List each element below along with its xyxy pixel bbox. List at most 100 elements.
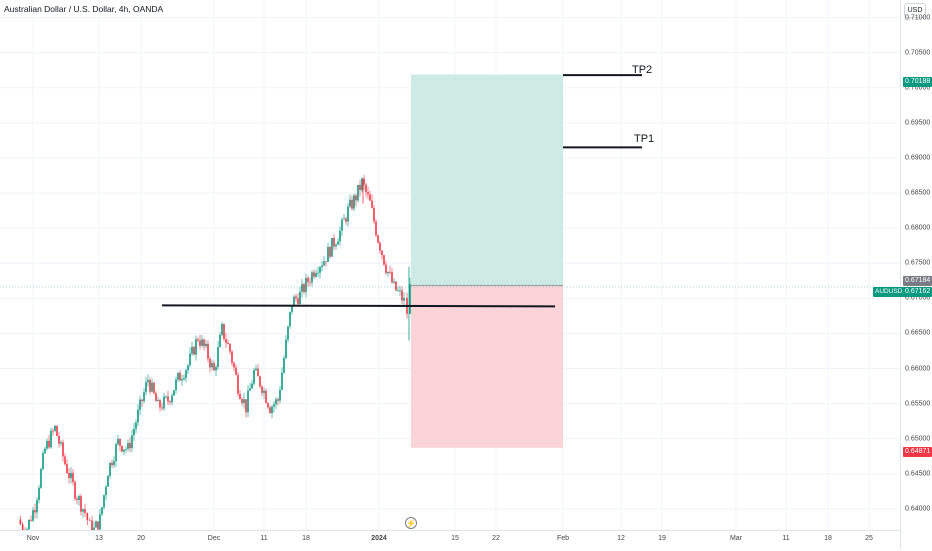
profit-zone: [411, 74, 563, 286]
price-tick: 0.66000: [905, 365, 931, 373]
candle-body: [385, 264, 387, 274]
candle-body: [247, 390, 249, 413]
candle-body: [309, 282, 311, 283]
candle-body: [251, 383, 253, 389]
candle-body: [289, 311, 291, 327]
time-tick: 11: [782, 535, 790, 542]
candle-body: [369, 194, 371, 201]
candle-body: [339, 230, 341, 242]
candle-body: [267, 402, 269, 408]
candle-body: [133, 428, 135, 436]
candle-body: [239, 393, 241, 400]
candle-body: [149, 379, 151, 392]
candle-body: [315, 273, 317, 277]
tp2-label: TP2: [632, 64, 653, 76]
time-tick: Feb: [556, 535, 570, 542]
currency-selector[interactable]: USD: [904, 3, 926, 18]
candle-body: [141, 399, 143, 402]
drawing-lines[interactable]: [161, 74, 642, 308]
candle-body: [223, 323, 225, 340]
candle-body: [119, 438, 121, 446]
candle-body: [379, 242, 381, 251]
candle-body: [227, 342, 229, 344]
candle-body: [323, 261, 325, 266]
price-tick: 0.71000: [905, 14, 931, 22]
candle-body: [137, 409, 139, 423]
time-tick: 25: [865, 535, 873, 542]
candle-body: [293, 296, 295, 306]
candle-body: [68, 472, 70, 479]
candle-body: [199, 340, 201, 346]
candle-body: [395, 281, 397, 291]
candle-body: [56, 425, 58, 436]
candle-body: [211, 363, 213, 368]
candle-body: [129, 443, 131, 449]
price-scale[interactable]: [900, 0, 932, 550]
candle-body: [197, 339, 199, 341]
candle-body: [74, 481, 76, 499]
candle-body: [283, 358, 285, 373]
candle-body: [303, 284, 305, 293]
candle-body: [217, 347, 219, 368]
candle-body: [101, 507, 103, 515]
candle-body: [297, 298, 299, 305]
candle-body: [231, 351, 233, 363]
candle-body: [359, 184, 361, 191]
candle-body: [155, 393, 157, 402]
tp1-label: TP1: [634, 133, 655, 145]
candle-body: [259, 376, 261, 387]
candle-body: [265, 390, 267, 403]
price-tick: 0.64500: [905, 470, 931, 478]
candle-body: [273, 404, 275, 407]
candle-body: [165, 396, 167, 398]
lightning-icon[interactable]: ⚡: [405, 517, 417, 529]
candle-body: [221, 323, 223, 335]
candle-body: [331, 237, 333, 257]
candle-body: [66, 464, 68, 473]
candle-body: [99, 514, 101, 530]
price-tick: 0.70000: [905, 84, 931, 92]
candle-body: [50, 430, 52, 448]
price-tick: 0.67500: [905, 259, 931, 267]
candle-body: [42, 453, 44, 470]
stop-price-badge: 0.64871: [903, 447, 932, 457]
candle-body: [205, 343, 207, 347]
chart-area[interactable]: Australian Dollar / U.S. Dollar, 4h, OAN…: [0, 0, 900, 530]
candle-body: [91, 520, 93, 530]
candle-body: [161, 407, 163, 409]
candle-body: [397, 290, 399, 292]
candle-body: [327, 247, 329, 262]
candle-body: [179, 372, 181, 381]
candle-body: [337, 241, 339, 245]
price-tick: 0.65000: [905, 435, 931, 443]
candle-body: [365, 184, 367, 193]
candle-body: [403, 297, 405, 301]
time-tick: Dec: [207, 535, 221, 542]
candle-body: [159, 400, 161, 408]
candle-body: [355, 195, 357, 201]
price-tick: 0.68500: [905, 189, 931, 197]
candle-body: [97, 521, 99, 530]
price-tick: 0.70500: [905, 49, 931, 57]
candle-body: [163, 396, 165, 409]
candle-body: [301, 284, 303, 292]
candle-body: [169, 401, 171, 403]
long-position-tool[interactable]: [0, 74, 900, 448]
time-scale[interactable]: [0, 530, 900, 551]
price-chart[interactable]: [0, 0, 900, 530]
candle-body: [261, 386, 263, 393]
candle-body: [275, 399, 277, 405]
symbol-badge: AUDUSD: [873, 287, 905, 297]
candle-body: [183, 377, 185, 380]
candle-body: [193, 346, 195, 355]
candle-body: [299, 291, 301, 305]
candle-body: [19, 519, 22, 525]
candle-body: [40, 469, 42, 488]
candle-body: [78, 496, 80, 501]
candle-body: [38, 487, 40, 501]
time-tick: 2024: [371, 535, 387, 542]
symbol-title[interactable]: Australian Dollar / U.S. Dollar, 4h, OAN…: [4, 4, 164, 14]
candle-body: [121, 445, 123, 452]
candle-body: [277, 399, 279, 401]
candle-body: [341, 219, 343, 231]
